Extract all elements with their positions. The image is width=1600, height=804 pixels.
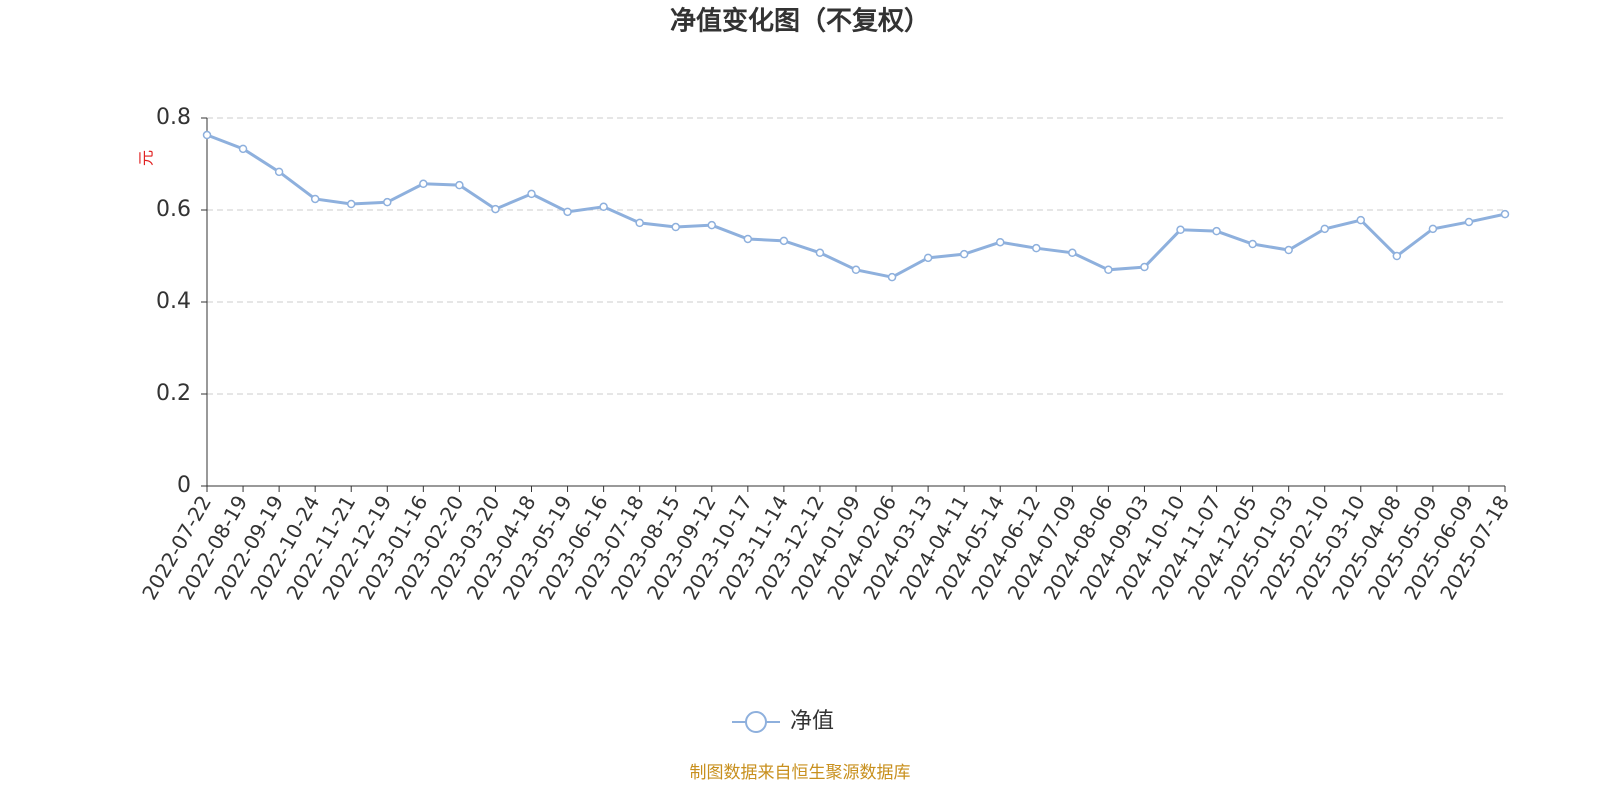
point-marker	[815, 248, 825, 258]
point-marker	[923, 253, 933, 263]
point-marker	[995, 237, 1005, 247]
y-axis-label: 元	[137, 150, 156, 166]
point-marker	[1068, 248, 1077, 258]
point-marker	[1284, 245, 1293, 255]
point-marker	[1248, 239, 1257, 249]
point-marker	[1320, 224, 1329, 234]
y-tick-label: 0	[177, 473, 191, 498]
point-marker	[346, 199, 356, 209]
point-marker	[491, 204, 500, 214]
point-marker	[1356, 215, 1366, 225]
y-tick-label: 0.6	[156, 197, 191, 222]
point-marker	[635, 218, 644, 228]
point-marker	[527, 189, 536, 199]
chart-title: 净值变化图（不复权）	[670, 6, 930, 37]
point-marker	[455, 180, 464, 190]
point-marker	[1140, 262, 1149, 272]
point-marker	[707, 220, 717, 230]
point-marker	[1500, 209, 1510, 219]
point-marker	[1032, 243, 1041, 253]
point-marker	[887, 272, 897, 282]
point-marker	[1176, 225, 1185, 235]
series-line	[206, 133, 1506, 279]
point-marker	[1104, 265, 1113, 275]
y-tick-label: 0.4	[156, 289, 191, 314]
point-marker	[779, 236, 789, 246]
point-marker	[851, 265, 861, 275]
point-marker	[959, 249, 969, 259]
y-tick-label: 0.8	[156, 105, 191, 130]
point-marker	[563, 207, 572, 217]
point-marker	[743, 234, 753, 244]
point-marker	[1428, 224, 1438, 234]
point-marker	[238, 144, 248, 154]
point-marker	[1392, 251, 1402, 261]
point-marker	[1212, 226, 1221, 236]
point-marker	[1464, 217, 1474, 227]
point-marker	[274, 167, 284, 177]
point-marker	[202, 130, 212, 140]
point-marker	[310, 194, 320, 204]
legend-marker	[745, 711, 767, 733]
source-note: 制图数据来自恒生聚源数据库	[690, 763, 911, 783]
point-marker	[419, 179, 428, 189]
point-marker	[671, 222, 680, 232]
point-marker	[599, 202, 608, 212]
legend-label: 净值	[790, 709, 834, 734]
y-tick-label: 0.2	[156, 381, 191, 406]
point-marker	[383, 197, 392, 207]
